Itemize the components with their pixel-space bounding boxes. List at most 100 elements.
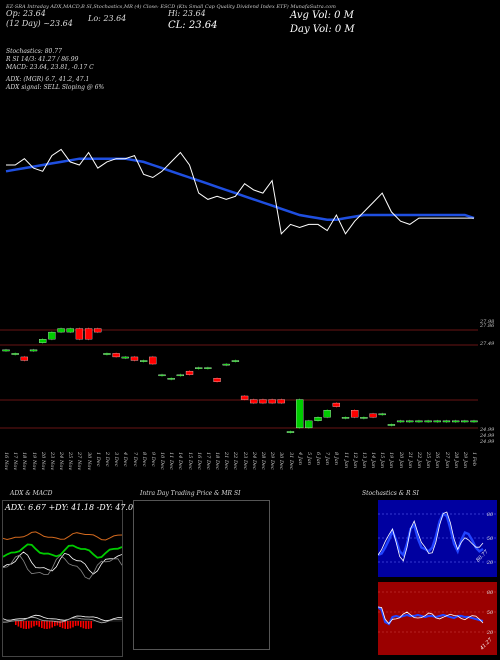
stoch-level-label: 80: [487, 512, 494, 518]
date-tick-label: 14 Dec: [177, 452, 184, 470]
date-tick-label: 14 Jan: [370, 452, 377, 469]
rsi-blue-line: [378, 606, 484, 626]
candle-body: [204, 367, 212, 369]
candle-body: [39, 339, 47, 343]
candle-body: [332, 402, 341, 407]
macd-histogram-bar: [85, 621, 87, 629]
macd-histogram-bar: [33, 621, 35, 627]
candle-body: [259, 399, 267, 404]
date-tick-label: 11 Dec: [168, 452, 175, 470]
high-label: Hi: 23.64: [168, 9, 206, 18]
candle-body: [351, 410, 359, 418]
candle-body: [149, 356, 157, 365]
date-tick-label: 8 Dec: [140, 452, 147, 467]
date-tick-label: 22 Dec: [232, 452, 239, 470]
date-tick-label: 24 Dec: [250, 452, 257, 470]
candle-body: [424, 420, 432, 423]
macd-histogram-bar: [22, 621, 25, 629]
date-tick-label: 29 Dec: [269, 452, 276, 470]
stochastics-panel: 80 50 20 80.77: [378, 500, 497, 577]
stoch-level-label: 50: [487, 536, 494, 542]
rsi-panel: 80 50 20 41.27: [378, 582, 497, 655]
main-price-chart: [0, 148, 478, 434]
date-tick-label: 19 Nov: [30, 452, 37, 471]
macd-line: [3, 614, 122, 622]
adx-orange-line: [3, 531, 122, 541]
date-tick-label: 12 Jan: [351, 452, 358, 469]
date-tick-label: 21 Jan: [406, 452, 413, 469]
date-tick-label: 16 Nov: [3, 452, 9, 471]
price-label: 24.99: [480, 427, 495, 433]
date-tick-label: 16 Dec: [195, 452, 202, 470]
date-tick-label: 17 Dec: [204, 452, 211, 470]
stoch-level-label: 20: [486, 560, 494, 566]
date-tick-label: 3 Dec: [113, 452, 120, 467]
date-tick-label: 10 Dec: [159, 452, 165, 470]
candle-body: [341, 417, 350, 419]
date-tick-label: 23 Nov: [48, 452, 55, 471]
day-label: (12 Day) ~23.64: [6, 19, 73, 28]
date-tick-label: 11 Jan: [342, 452, 349, 469]
candle-body: [240, 395, 249, 400]
price-line: [6, 148, 474, 235]
intraday-panel-title: Intra Day Trading Price & MR SI: [140, 490, 241, 497]
macd-readout: MACD: 23.64, 23.81, -0.17 C: [6, 64, 94, 71]
macd-histogram-bar: [30, 621, 33, 628]
date-tick-label: 24 Nov: [58, 452, 65, 471]
intraday-panel: [133, 500, 270, 650]
candle-body: [461, 420, 469, 423]
adx-panel-title: ADX & MACD: [10, 490, 53, 497]
adx-gray-line: [3, 554, 122, 580]
candle-body: [213, 378, 221, 382]
rsi-level-label: 20: [486, 630, 494, 636]
price-label: 24.99: [480, 433, 495, 439]
stoch-k-line: [378, 511, 484, 562]
adx-panel-readout: ADX: 6.67 +DY: 41.18 -DY: 47.06: [5, 503, 139, 512]
adx-white-line: [3, 551, 122, 575]
price-label: 24.99: [480, 439, 495, 445]
stoch-panel-title: Stochastics & R SI: [362, 490, 419, 497]
candle-body: [121, 356, 129, 359]
candle-body: [11, 353, 19, 355]
price-label: 27.86: [480, 323, 495, 329]
date-tick-label: 7 Jan: [324, 452, 331, 465]
stochastics-readout: Stochastics: 80.77: [6, 48, 62, 55]
macd-histogram-bar: [67, 621, 69, 629]
date-tick-label: 23 Dec: [241, 452, 248, 470]
date-tick-label: 30 Nov: [85, 452, 92, 471]
date-tick-label: 18 Nov: [21, 452, 28, 471]
adx-signal-readout: ADX signal: SELL Sloping @ 6%: [6, 84, 105, 91]
macd-histogram-bar: [82, 621, 85, 629]
candle-body: [268, 399, 276, 404]
date-tick-label: 31 Dec: [287, 452, 294, 470]
price-label: 27.49: [480, 341, 495, 347]
low-label: Lo: 23.64: [88, 14, 127, 23]
macd-histogram-bar: [28, 621, 30, 629]
date-tick-label: 19 Jan: [388, 452, 395, 469]
date-tick-label: 22 Jan: [415, 452, 422, 469]
date-tick-label: 21 Dec: [223, 452, 230, 470]
macd-histogram-bar: [15, 621, 17, 625]
candle-body: [231, 360, 240, 362]
macd-histogram-bar: [43, 621, 46, 629]
rsi-level-label: 80: [487, 590, 494, 596]
adx-panel: ADX: 6.67 +DY: 41.18 -DY: 47.06: [2, 500, 138, 657]
date-tick-label: 15 Dec: [186, 452, 193, 470]
date-tick-label: 1 Dec: [94, 452, 101, 467]
date-tick-label: 25 Nov: [67, 452, 74, 471]
macd-histogram-bar: [25, 621, 27, 629]
date-tick-label: 2 Dec: [103, 452, 110, 467]
candle-body: [195, 367, 203, 369]
date-tick-label: 26 Jan: [434, 452, 441, 469]
date-tick-label: 1 Feb: [471, 452, 477, 467]
macd-histogram-bar: [41, 621, 43, 629]
candle-body: [451, 420, 460, 423]
date-tick-label: 30 Dec: [278, 452, 285, 470]
macd-signal-line: [3, 616, 122, 624]
candle-body: [66, 328, 74, 333]
date-tick-label: 4 Jan: [296, 452, 303, 465]
candle-body: [277, 399, 285, 404]
candle-body: [20, 356, 29, 361]
date-tick-label: 17 Nov: [12, 452, 19, 471]
rsi-readout: R SI 14/3: 41.27 / 86.99: [6, 56, 79, 63]
